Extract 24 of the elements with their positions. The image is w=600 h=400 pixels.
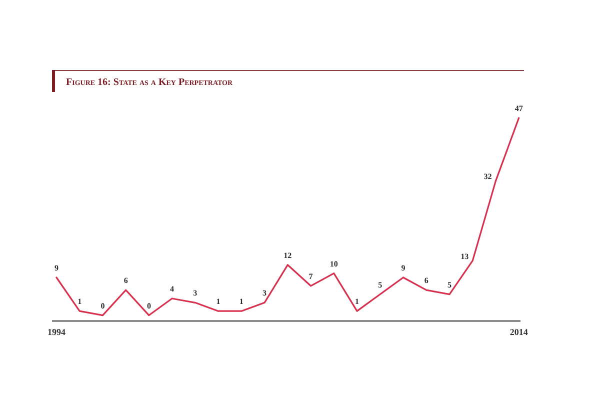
data-label: 32 <box>484 172 492 181</box>
data-label: 12 <box>284 250 292 260</box>
data-label: 1 <box>355 297 360 306</box>
data-label: 9 <box>54 264 58 273</box>
data-label: 3 <box>193 288 198 298</box>
data-label: 9 <box>401 264 406 273</box>
data-label: 0 <box>146 301 151 310</box>
data-label: 3 <box>262 288 267 298</box>
data-label: 1 <box>78 297 82 306</box>
data-label: 4 <box>170 284 174 294</box>
data-label: 6 <box>124 276 128 286</box>
data-label: 1 <box>239 297 244 306</box>
data-label: 7 <box>308 272 313 281</box>
x-tick-label: 1994 <box>47 326 66 337</box>
data-label: 10 <box>330 259 338 268</box>
data-label: 47 <box>514 104 523 114</box>
data-label: 5 <box>378 280 382 290</box>
data-label: 5 <box>447 280 452 290</box>
data-label: 6 <box>424 276 428 286</box>
chart-title: Figure 16: State as a Key Perpetrator <box>66 77 233 89</box>
data-label: 13 <box>460 252 469 261</box>
data-label: 1 <box>216 297 220 306</box>
data-label: 0 <box>100 301 105 310</box>
x-tick-label: 2014 <box>510 326 528 337</box>
